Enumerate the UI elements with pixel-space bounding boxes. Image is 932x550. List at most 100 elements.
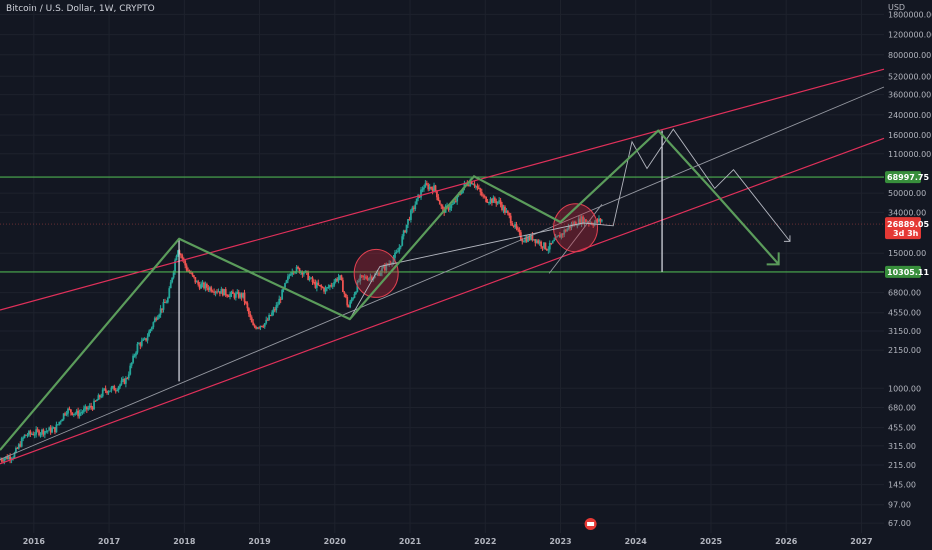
candle-body [26,435,29,437]
candle-body [498,200,501,202]
candle-body [171,277,174,283]
candle-body [508,213,511,216]
highlight-circle [553,203,599,253]
candle-body [423,187,425,190]
candle-body [339,275,341,278]
candle-body [211,291,214,293]
candle-body [566,228,569,232]
candle-body [58,421,61,425]
candle-body [548,242,551,250]
candle-body [142,339,145,341]
candle-body [511,223,514,226]
candle-body [3,458,6,462]
candle-body [101,389,104,397]
candle-body [258,327,260,329]
y-tick-label: 520000.00 [888,72,931,81]
candle-body [441,206,444,209]
candle-body [135,352,137,356]
candle-body [32,433,35,436]
candle-body [149,329,152,332]
candle-body [72,413,75,415]
candle-body [172,271,175,278]
candle-body [491,198,493,203]
candle-body [534,239,537,243]
candle-body [140,340,143,346]
candle-body [328,285,331,288]
candle-body [434,185,437,191]
candle-body [395,252,398,254]
candle-body [233,293,236,298]
candle-body [376,272,379,274]
candle-body [314,282,317,288]
candle-body [302,272,305,275]
y-tick-label: 215.00 [888,461,916,470]
candle-body [97,395,100,401]
candle-body [310,277,312,279]
candle-body [75,410,78,414]
candle-body [111,386,114,388]
projection-path [0,129,780,451]
candle-body [284,283,286,288]
candle-body [375,273,378,275]
candle-body [357,281,360,283]
candle-body [0,459,3,461]
candle-body [217,291,220,293]
candle-body [64,413,67,415]
candle-body [592,224,595,226]
candle-body [480,191,483,196]
candle-body [216,291,218,293]
candle-body [240,293,243,298]
y-tick-label: 3150.00 [888,327,921,336]
candle-body [532,239,535,241]
chart-title: Bitcoin / U.S. Dollar, 1W, CRYPTO [6,4,155,14]
candle-body [98,395,101,398]
candle-body [420,189,422,198]
candle-body [113,386,116,391]
candle-body [405,224,408,233]
candle-body [451,203,454,205]
candle-body [224,289,227,295]
candle-body [385,263,388,271]
candle-body [74,413,77,415]
y-tick-label: 680.00 [888,404,916,413]
candle-body [373,274,376,279]
candle-body [321,287,324,289]
candle-body [223,289,226,296]
candle-body [162,301,165,310]
candle-body [518,229,521,233]
candle-body [253,325,256,327]
candle-body [88,405,91,408]
candle-body [365,276,367,279]
candle-body [360,275,363,277]
candle-body [388,263,391,265]
candle-body [13,452,16,458]
candle-body [311,277,314,283]
candle-body [598,218,600,222]
y-tick-label: 15000.00 [888,249,926,258]
y-tick-label: 1000.00 [888,384,921,393]
candle-body [346,297,349,306]
drawing-tools [0,68,885,465]
candle-body [433,185,435,192]
candle-body [363,276,366,278]
candle-body [543,242,545,248]
x-tick-label: 2018 [173,537,196,546]
candle-body [119,384,121,387]
candle-body [488,202,490,204]
candle-body [285,280,288,284]
candle-body [449,208,451,210]
candle-body [219,291,221,294]
candle-body [256,327,259,329]
candle-body [123,378,126,384]
candle-body [106,391,108,394]
candle-body [545,249,548,251]
candle-body [43,431,46,435]
candle-body [430,186,433,189]
candle-body [262,326,265,328]
candle-body [263,323,266,327]
candle-body [9,456,12,460]
candle-body [559,235,561,238]
candle-body [161,308,163,310]
candle-body [600,220,603,222]
